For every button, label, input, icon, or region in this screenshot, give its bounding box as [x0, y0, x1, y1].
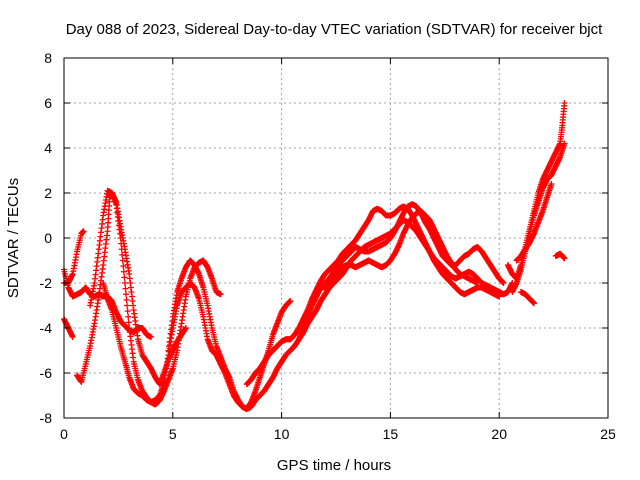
data-point [117, 235, 124, 241]
data-point [80, 228, 87, 235]
data-point [69, 334, 76, 340]
series-arc-15 [552, 250, 568, 262]
x-tick-label: 15 [383, 426, 399, 442]
y-tick-label: -4 [40, 320, 53, 336]
data-point [125, 313, 132, 320]
series-arc-5 [87, 187, 224, 408]
data-point [561, 140, 568, 147]
data-point [561, 255, 568, 262]
data-point [119, 251, 126, 258]
data-point [531, 300, 538, 307]
data-point [148, 334, 155, 340]
x-tick-label: 5 [169, 426, 177, 442]
data-point [496, 293, 503, 300]
data-point [217, 291, 224, 298]
series-arc-10 [322, 208, 481, 293]
data-points [61, 100, 568, 412]
data-point [123, 296, 130, 303]
data-point [121, 280, 128, 286]
x-tick-label: 10 [274, 426, 290, 442]
data-point [120, 263, 127, 270]
data-point [121, 274, 128, 281]
x-tick-label: 25 [600, 426, 616, 442]
data-point [124, 308, 131, 315]
data-point [182, 325, 189, 331]
data-point [118, 246, 125, 253]
y-tick-label: 2 [44, 185, 52, 201]
data-point [120, 268, 127, 275]
y-tick-label: -6 [40, 365, 53, 381]
data-point [123, 291, 130, 298]
chart-title: Day 088 of 2023, Sidereal Day-to-day VTE… [66, 21, 603, 38]
y-axis-label: SDTVAR / TECUs [5, 178, 22, 298]
series-arc-13 [513, 181, 555, 264]
data-point [287, 298, 294, 304]
data-point [119, 257, 126, 264]
data-point [561, 100, 568, 106]
axis-ticks: 0 5 10 15 20 25 -8 -6 -4 -2 0 2 4 6 8 [40, 50, 616, 442]
data-point [125, 319, 132, 326]
series-arc-7 [165, 257, 294, 412]
series-arc-14 [517, 289, 538, 307]
x-tick-label: 0 [60, 426, 68, 442]
data-point [548, 181, 555, 187]
y-tick-label: 8 [44, 50, 52, 66]
data-point [474, 280, 481, 286]
y-tick-label: 0 [44, 230, 52, 246]
series-arc-8 [243, 203, 503, 388]
series-arc-9 [296, 201, 507, 343]
data-point [118, 240, 125, 247]
data-point [122, 285, 129, 292]
x-tick-label: 20 [491, 426, 507, 442]
x-axis-label: GPS time / hours [277, 457, 391, 474]
data-point [124, 302, 131, 309]
data-point [500, 280, 507, 286]
y-tick-label: -8 [40, 410, 53, 426]
y-tick-label: 4 [44, 140, 52, 156]
y-tick-label: -2 [40, 275, 53, 291]
y-tick-label: 6 [44, 95, 52, 111]
